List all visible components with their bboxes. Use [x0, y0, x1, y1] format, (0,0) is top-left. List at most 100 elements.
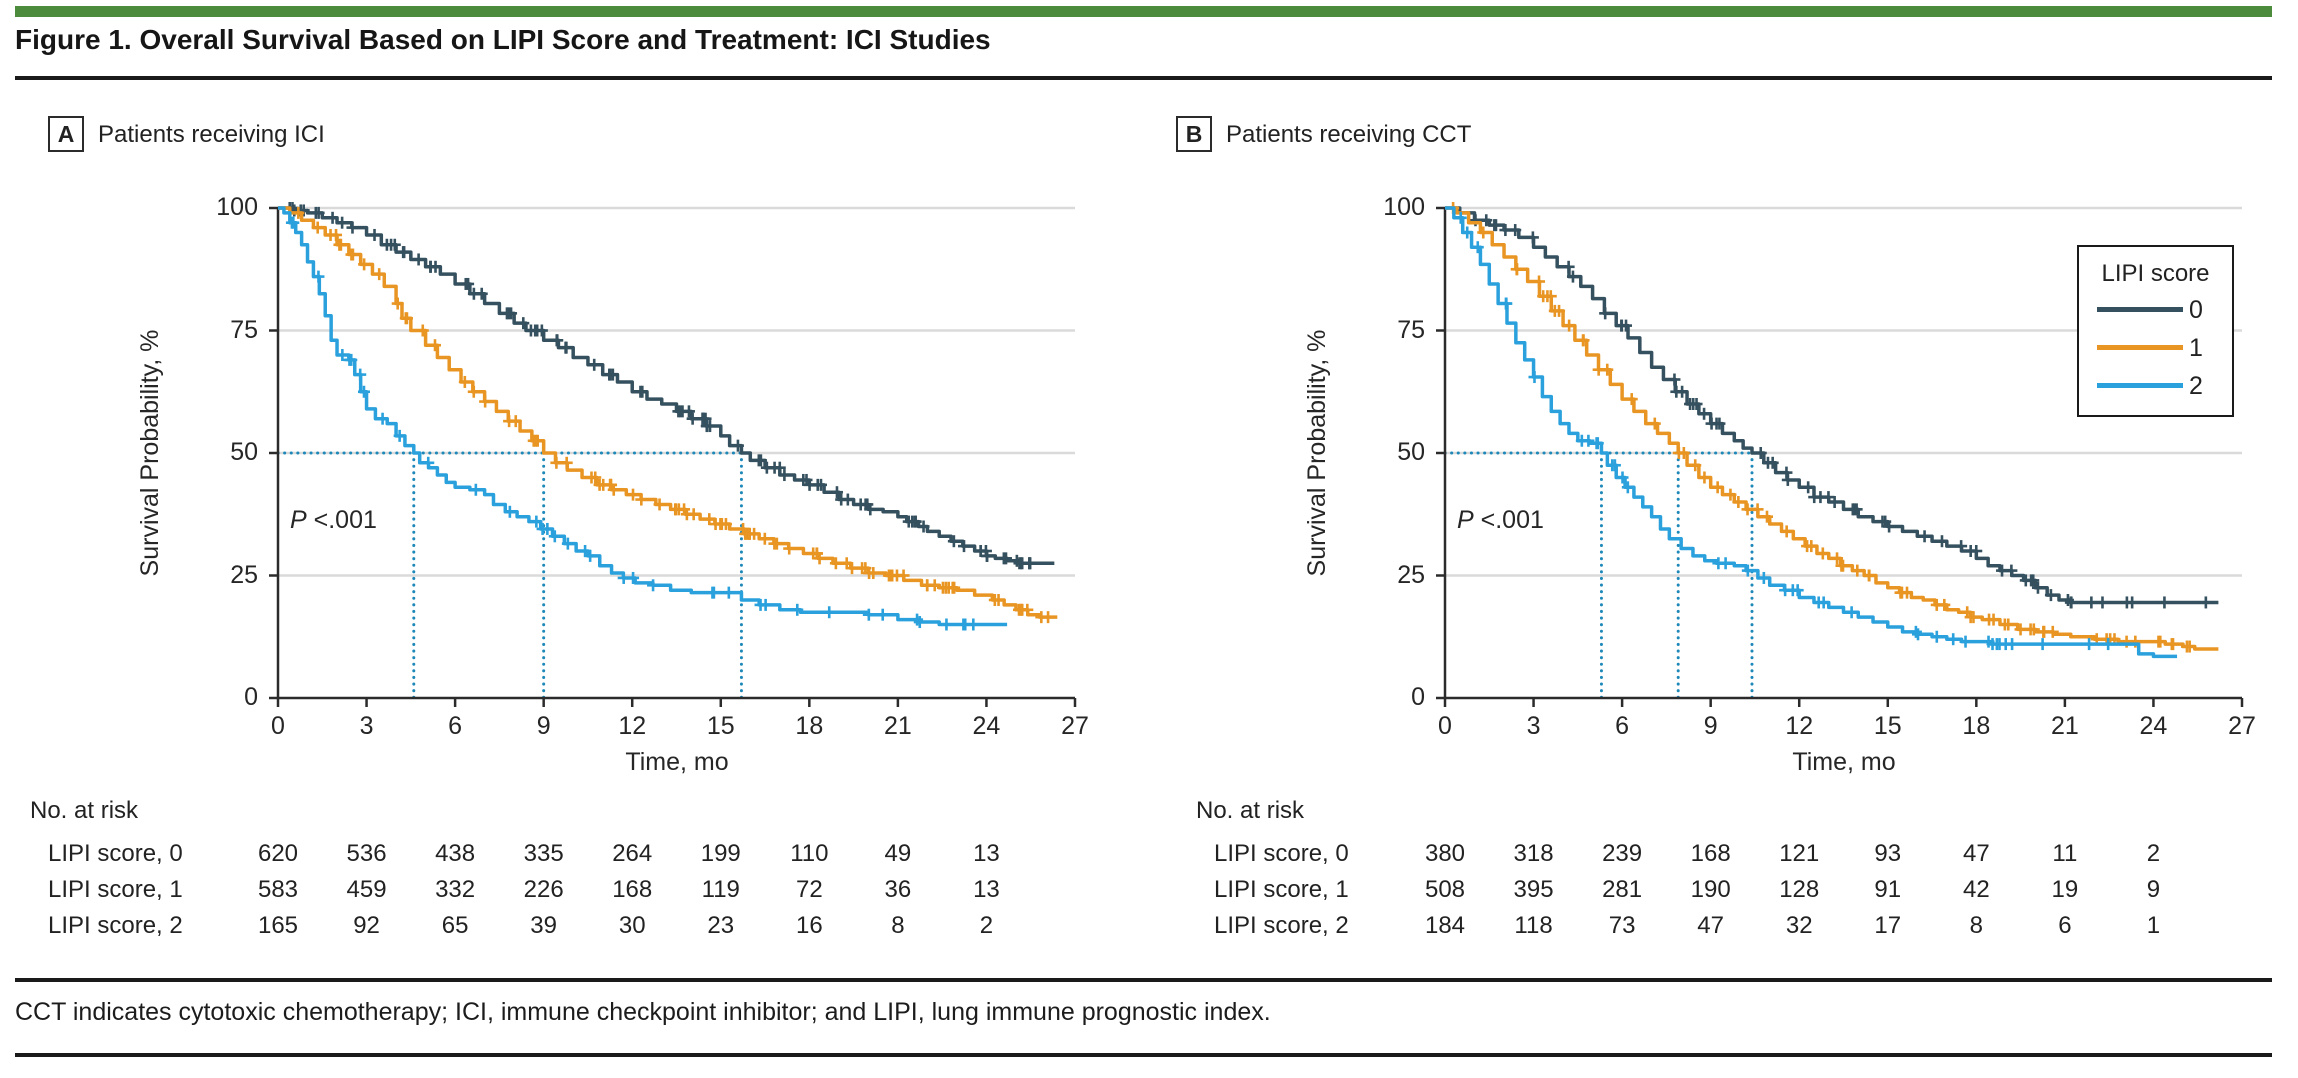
panel-b-letter-box: B	[1176, 116, 1212, 152]
y-tick-label: 0	[1411, 683, 1425, 711]
risk-value: 72	[795, 876, 823, 903]
y-tick-label: 25	[1397, 560, 1425, 589]
risk-value: 92	[353, 912, 380, 939]
title-rule	[15, 76, 2272, 80]
risk-value: 73	[1608, 912, 1636, 939]
y-tick-label: 25	[230, 560, 258, 589]
legend-line-lipi0	[2097, 307, 2183, 312]
y-tick-label: 75	[230, 315, 258, 344]
risk-value: 168	[1690, 840, 1731, 867]
risk-value: 47	[1697, 912, 1724, 939]
footnote: CCT indicates cytotoxic chemotherapy; IC…	[15, 998, 1271, 1026]
x-tick-label: 15	[706, 712, 735, 740]
risk-value: 395	[1513, 876, 1554, 903]
risk-value: 121	[1779, 840, 1820, 867]
panel-b-letter: B	[1185, 120, 1203, 147]
risk-value: 2	[2146, 840, 2161, 867]
risk-value: 281	[1602, 876, 1643, 903]
legend-line-lipi2	[2097, 383, 2183, 388]
panel-b-x-axis-title: Time, mo	[1792, 748, 1896, 776]
risk-value: 42	[1962, 876, 1990, 903]
risk-row-label: LIPI score, 2	[48, 912, 183, 939]
risk-value: 119	[701, 876, 740, 903]
accent-bar	[15, 6, 2272, 17]
risk-value: 47	[1962, 840, 1990, 867]
footer-rule-bottom	[15, 1053, 2272, 1057]
legend-line-lipi1	[2097, 345, 2183, 350]
risk-value: 508	[1424, 876, 1466, 903]
x-tick-label: 18	[795, 712, 824, 740]
risk-value: 19	[2051, 876, 2079, 903]
panel-b-risk-heading: No. at risk	[1196, 797, 1305, 824]
risk-value: 8	[1969, 912, 1983, 939]
panel-a-letter: A	[57, 120, 75, 147]
x-tick-label: 27	[1061, 712, 1089, 740]
risk-value: 318	[1513, 840, 1554, 867]
x-tick-label: 9	[536, 712, 551, 740]
risk-value: 65	[441, 912, 469, 939]
risk-value: 91	[1874, 876, 1902, 903]
x-tick-label: 6	[448, 712, 463, 740]
risk-row-label: LIPI score, 0	[48, 840, 183, 867]
risk-value: 6	[2058, 912, 2072, 939]
survival-curve-lipi-score-0	[278, 206, 1055, 565]
legend-box: LIPI score 0 1 2	[2077, 245, 2234, 417]
risk-value: 118	[1514, 912, 1553, 939]
y-tick-label: 0	[244, 683, 258, 711]
risk-value: 8	[891, 912, 905, 939]
risk-value: 459	[346, 876, 387, 903]
survival-curve-lipi-score-1	[278, 206, 1058, 619]
figure-title: Figure 1. Overall Survival Based on LIPI…	[15, 24, 991, 55]
risk-value: 93	[1874, 840, 1902, 867]
panel-b-y-axis-title: Survival Probability, %	[1303, 329, 1331, 577]
risk-value: 110	[790, 840, 829, 867]
risk-value: 11	[2052, 840, 2078, 867]
panel-a-letter-box: A	[48, 116, 84, 152]
footer-rule-top	[15, 978, 2272, 982]
risk-row-label: LIPI score, 2	[1214, 912, 1349, 939]
panel-B-plot	[1436, 202, 2244, 707]
panel-a-risk-heading: No. at risk	[30, 797, 139, 824]
risk-row-label: LIPI score, 1	[1214, 876, 1349, 903]
y-tick-label: 75	[1397, 315, 1425, 344]
risk-value: 184	[1424, 912, 1466, 939]
risk-value: 30	[618, 912, 646, 939]
survival-curve-lipi-score-2	[278, 206, 1008, 627]
panel-b-p-value: P <.001	[1457, 506, 1544, 535]
risk-value: 39	[530, 912, 557, 939]
legend-label-lipi1: 1	[2189, 334, 2203, 362]
risk-value: 128	[1779, 876, 1820, 903]
y-tick-label: 50	[1397, 438, 1425, 466]
x-tick-label: 9	[1703, 712, 1718, 740]
y-tick-label: 50	[230, 438, 258, 466]
p-symbol: P	[290, 506, 307, 534]
risk-value: 583	[257, 876, 299, 903]
risk-value: 17	[1874, 912, 1902, 939]
legend-title: LIPI score	[2101, 260, 2210, 287]
risk-value: 23	[707, 912, 735, 939]
x-tick-label: 18	[1962, 712, 1991, 740]
x-tick-label: 21	[883, 712, 912, 740]
risk-value: 49	[884, 840, 912, 867]
risk-value: 239	[1602, 840, 1643, 867]
risk-value: 32	[1785, 912, 1813, 939]
risk-value: 36	[884, 876, 912, 903]
y-tick-label: 100	[1383, 193, 1425, 221]
x-tick-label: 3	[1526, 712, 1541, 740]
legend-label-lipi0: 0	[2189, 296, 2203, 324]
x-tick-label: 12	[1785, 712, 1814, 740]
risk-value: 1	[2146, 912, 2161, 939]
legend-label-lipi2: 2	[2189, 372, 2203, 400]
risk-value: 335	[523, 840, 564, 867]
x-tick-label: 24	[972, 712, 1001, 740]
x-tick-label: 3	[359, 712, 374, 740]
p-symbol: P	[1457, 506, 1474, 534]
risk-value: 380	[1424, 840, 1466, 867]
x-tick-label: 12	[618, 712, 647, 740]
panel-a-title: Patients receiving ICI	[98, 121, 325, 148]
x-tick-label: 15	[1873, 712, 1902, 740]
risk-value: 199	[700, 840, 741, 867]
risk-value: 13	[973, 840, 1000, 867]
x-tick-label: 6	[1615, 712, 1630, 740]
